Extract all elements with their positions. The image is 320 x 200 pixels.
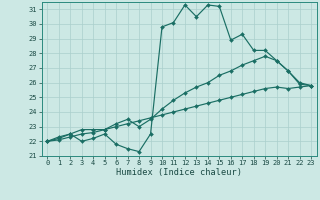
X-axis label: Humidex (Indice chaleur): Humidex (Indice chaleur) bbox=[116, 168, 242, 177]
